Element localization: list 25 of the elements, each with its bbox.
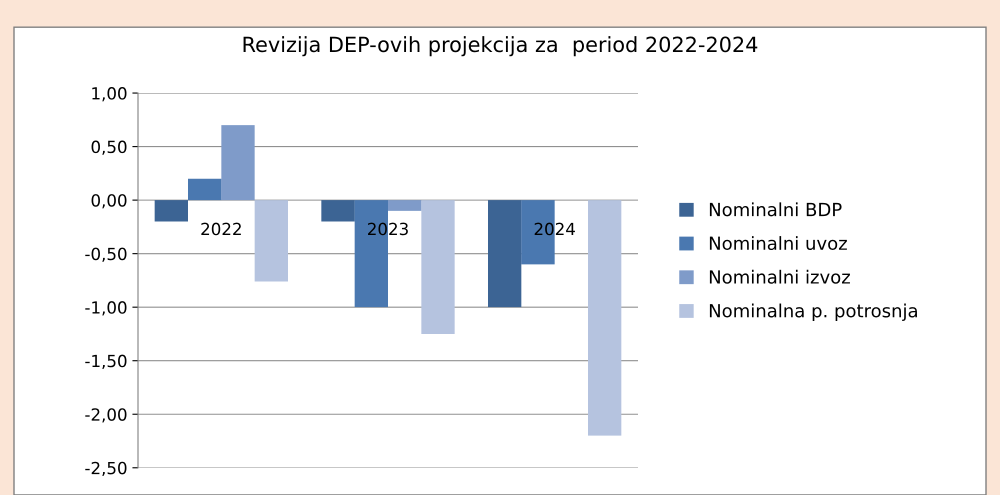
y-tick-label: -1,00	[85, 301, 126, 316]
bar	[488, 200, 522, 308]
legend-label: Nominalna p. potrosnja	[710, 304, 917, 322]
y-tick-label: 1,00	[92, 87, 126, 102]
bar	[321, 200, 355, 222]
y-tick-label: -2,00	[85, 408, 126, 423]
bar	[388, 200, 422, 211]
bar	[254, 200, 288, 282]
bar	[421, 200, 455, 334]
y-tick-label: -2,50	[85, 462, 126, 476]
bar	[188, 178, 222, 200]
legend-label: Nominalni izvoz	[710, 270, 850, 284]
y-tick-label: -1,50	[85, 354, 126, 369]
legend-label: Nominalni BDP	[710, 202, 842, 216]
bar	[588, 200, 622, 436]
y-tick-label: 0,50	[92, 140, 126, 155]
x-tick-label: 2023	[368, 222, 408, 236]
y-tick-label: 0,00	[92, 194, 126, 208]
bar	[154, 200, 188, 222]
x-tick-label: 2024	[534, 222, 575, 236]
bar	[221, 125, 255, 200]
x-tick-label: 2022	[201, 222, 241, 236]
y-tick-label: -0,50	[85, 248, 126, 262]
legend-label: Nominalni uvoz	[710, 236, 847, 250]
chart-title: Revizija DEP-ovih projekcija za period 2022-2024	[244, 36, 758, 56]
